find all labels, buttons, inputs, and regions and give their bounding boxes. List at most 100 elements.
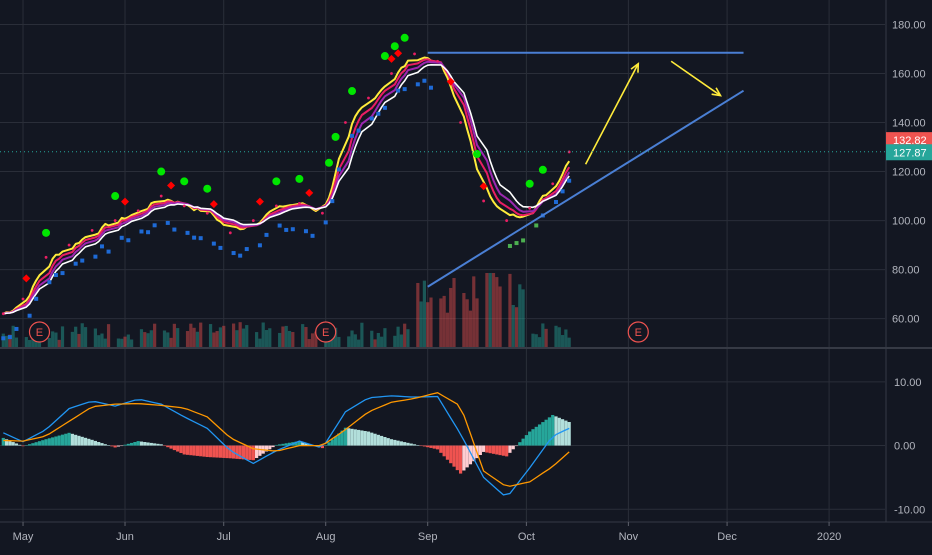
histogram-bar — [353, 429, 357, 446]
volume-bar — [284, 325, 288, 348]
histogram-bar — [18, 444, 22, 446]
volume-bar — [116, 338, 121, 348]
histogram-bar — [4, 439, 9, 446]
stop-marker — [560, 189, 565, 194]
stop-marker — [7, 335, 12, 340]
volume-bar — [153, 323, 157, 348]
histogram-bar — [403, 442, 407, 446]
stop-marker — [336, 167, 341, 172]
stop-marker — [198, 236, 203, 241]
volume-bar — [264, 330, 269, 348]
arrow-shaft[interactable] — [670, 60, 721, 97]
volume-bar — [373, 339, 377, 348]
earnings-marker-label: E — [36, 327, 43, 339]
stop-marker — [284, 227, 289, 232]
volume-bar — [208, 324, 213, 348]
histogram-bar — [337, 433, 341, 446]
volume-bar — [416, 282, 420, 348]
volume-bar — [258, 338, 262, 348]
buy-signal — [272, 177, 281, 186]
earnings-marker[interactable] — [627, 321, 649, 343]
drawn-annotations[interactable] — [0, 51, 885, 288]
volume-bar — [307, 339, 311, 348]
price-point — [528, 206, 532, 210]
histogram-bar — [445, 445, 450, 460]
stop-marker — [165, 220, 170, 225]
histogram-bar — [205, 445, 209, 458]
histogram-bar — [360, 430, 364, 446]
histogram-bar — [294, 441, 298, 446]
histogram-bar — [60, 434, 65, 446]
histogram-bar — [90, 439, 94, 446]
time-axis[interactable]: May Jun Jul Aug Sep Oct Nov Dec 2020 — [0, 521, 932, 543]
price-point — [182, 204, 186, 208]
histogram-bar — [551, 414, 555, 446]
arrow-head[interactable] — [711, 87, 723, 97]
ascending-trend-line[interactable] — [427, 89, 745, 288]
earnings-marker[interactable] — [28, 321, 51, 343]
sell-signal — [394, 49, 403, 58]
histogram-bar — [518, 442, 522, 446]
volume-bar — [560, 335, 565, 348]
last-price-badge[interactable] — [886, 132, 932, 149]
histogram-bar — [235, 445, 239, 459]
histogram-bar — [120, 445, 124, 447]
volume-bar — [47, 338, 51, 348]
histogram-bar — [83, 437, 88, 446]
volume-bar — [347, 336, 351, 348]
volume-bar — [149, 330, 153, 348]
volume-bar — [360, 322, 364, 348]
histogram-bar — [51, 437, 55, 446]
price-point — [482, 199, 486, 203]
buy-signal — [111, 192, 120, 201]
volume-bar — [14, 337, 19, 348]
volume-bar — [541, 323, 545, 348]
price-point — [274, 204, 278, 208]
stop-marker — [330, 199, 335, 204]
current-price-badge[interactable] — [886, 144, 932, 161]
stop-marker — [356, 128, 361, 133]
volume-bar — [426, 302, 430, 348]
volume-bar — [314, 331, 318, 348]
volume-bar — [54, 332, 58, 348]
stop-marker — [376, 111, 381, 116]
buy-signal — [390, 42, 399, 51]
histogram-bar — [153, 443, 157, 446]
earnings-marker[interactable] — [315, 321, 337, 343]
histogram-bar — [524, 435, 528, 446]
volume-bar — [100, 333, 104, 348]
ribbon-line — [3, 60, 571, 315]
macd-axis[interactable]: 10.00 0.00 -10.00 — [894, 377, 925, 516]
volume-bar — [537, 337, 542, 348]
histogram-bar — [534, 426, 538, 446]
volume-bar — [74, 326, 78, 348]
arrow-shaft[interactable] — [584, 63, 639, 165]
price-point — [413, 52, 416, 56]
histogram-bar — [560, 419, 565, 446]
volume-bar — [449, 287, 453, 348]
stop-marker — [369, 116, 374, 121]
volume-bar — [567, 337, 571, 348]
histogram-bar — [248, 445, 252, 460]
macd-tick-label: 0.00 — [894, 441, 915, 453]
volume-bar — [330, 337, 334, 348]
stop-marker — [534, 223, 539, 228]
histogram-bar — [491, 445, 496, 454]
volume-bar — [97, 335, 101, 348]
time-tick-label: Aug — [316, 531, 336, 543]
volume-bar — [465, 299, 469, 348]
histogram-bar — [166, 445, 170, 448]
histogram-bar — [281, 443, 285, 446]
histogram-bar — [498, 445, 502, 456]
price-axis[interactable]: 180.00 160.00 140.00 120.00 100.00 80.00 60.00… — [885, 0, 932, 522]
arrow-head[interactable] — [630, 62, 640, 73]
histogram-bar — [241, 445, 246, 460]
histogram-bar — [541, 422, 545, 446]
histogram-bar — [416, 445, 420, 446]
volume-bar — [445, 312, 450, 348]
volume-bar — [255, 332, 259, 348]
histogram-bar — [422, 445, 427, 447]
